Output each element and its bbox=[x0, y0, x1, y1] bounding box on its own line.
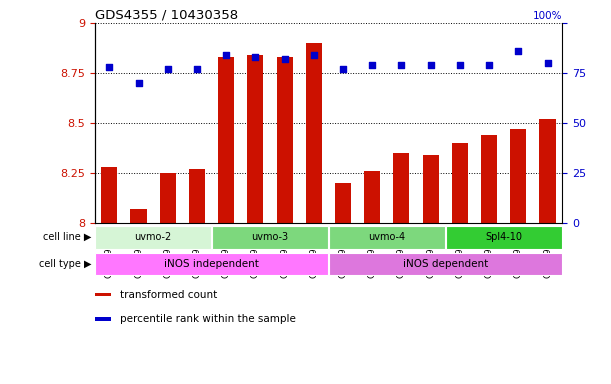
Point bbox=[513, 48, 523, 54]
Bar bbox=[218, 57, 234, 223]
Text: transformed count: transformed count bbox=[120, 290, 218, 300]
Bar bbox=[247, 55, 263, 223]
Bar bbox=[510, 129, 526, 223]
Point bbox=[192, 66, 202, 72]
Text: iNOS independent: iNOS independent bbox=[164, 259, 259, 269]
Bar bbox=[452, 143, 468, 223]
Bar bbox=[189, 169, 205, 223]
Bar bbox=[159, 173, 176, 223]
Point bbox=[104, 64, 114, 70]
Bar bbox=[95, 226, 211, 248]
Bar bbox=[95, 317, 111, 321]
Text: Spl4-10: Spl4-10 bbox=[485, 232, 522, 242]
Text: cell type ▶: cell type ▶ bbox=[39, 259, 92, 269]
Point bbox=[221, 52, 231, 58]
Bar bbox=[423, 155, 439, 223]
Bar bbox=[131, 209, 147, 223]
Text: uvmo-3: uvmo-3 bbox=[251, 232, 288, 242]
Point bbox=[367, 62, 377, 68]
Point bbox=[455, 62, 465, 68]
Bar bbox=[393, 153, 409, 223]
Bar bbox=[329, 226, 445, 248]
Point bbox=[543, 60, 552, 66]
Bar bbox=[212, 226, 328, 248]
Bar bbox=[329, 253, 562, 275]
Text: GDS4355 / 10430358: GDS4355 / 10430358 bbox=[95, 9, 238, 22]
Text: uvmo-2: uvmo-2 bbox=[134, 232, 172, 242]
Bar bbox=[277, 57, 293, 223]
Bar bbox=[446, 226, 562, 248]
Bar bbox=[101, 167, 117, 223]
Point bbox=[426, 62, 436, 68]
Point bbox=[280, 56, 290, 62]
Point bbox=[484, 62, 494, 68]
Point bbox=[163, 66, 173, 72]
Bar bbox=[95, 293, 111, 296]
Bar bbox=[306, 43, 322, 223]
Text: uvmo-4: uvmo-4 bbox=[368, 232, 406, 242]
Point bbox=[134, 80, 144, 86]
Bar bbox=[335, 183, 351, 223]
Point bbox=[309, 52, 319, 58]
Text: cell line ▶: cell line ▶ bbox=[43, 232, 92, 242]
Text: 100%: 100% bbox=[533, 11, 562, 21]
Point bbox=[251, 54, 260, 60]
Point bbox=[397, 62, 406, 68]
Bar bbox=[540, 119, 555, 223]
Text: iNOS dependent: iNOS dependent bbox=[403, 259, 488, 269]
Bar bbox=[481, 135, 497, 223]
Bar bbox=[364, 171, 380, 223]
Bar bbox=[95, 253, 328, 275]
Text: percentile rank within the sample: percentile rank within the sample bbox=[120, 314, 296, 324]
Point bbox=[338, 66, 348, 72]
